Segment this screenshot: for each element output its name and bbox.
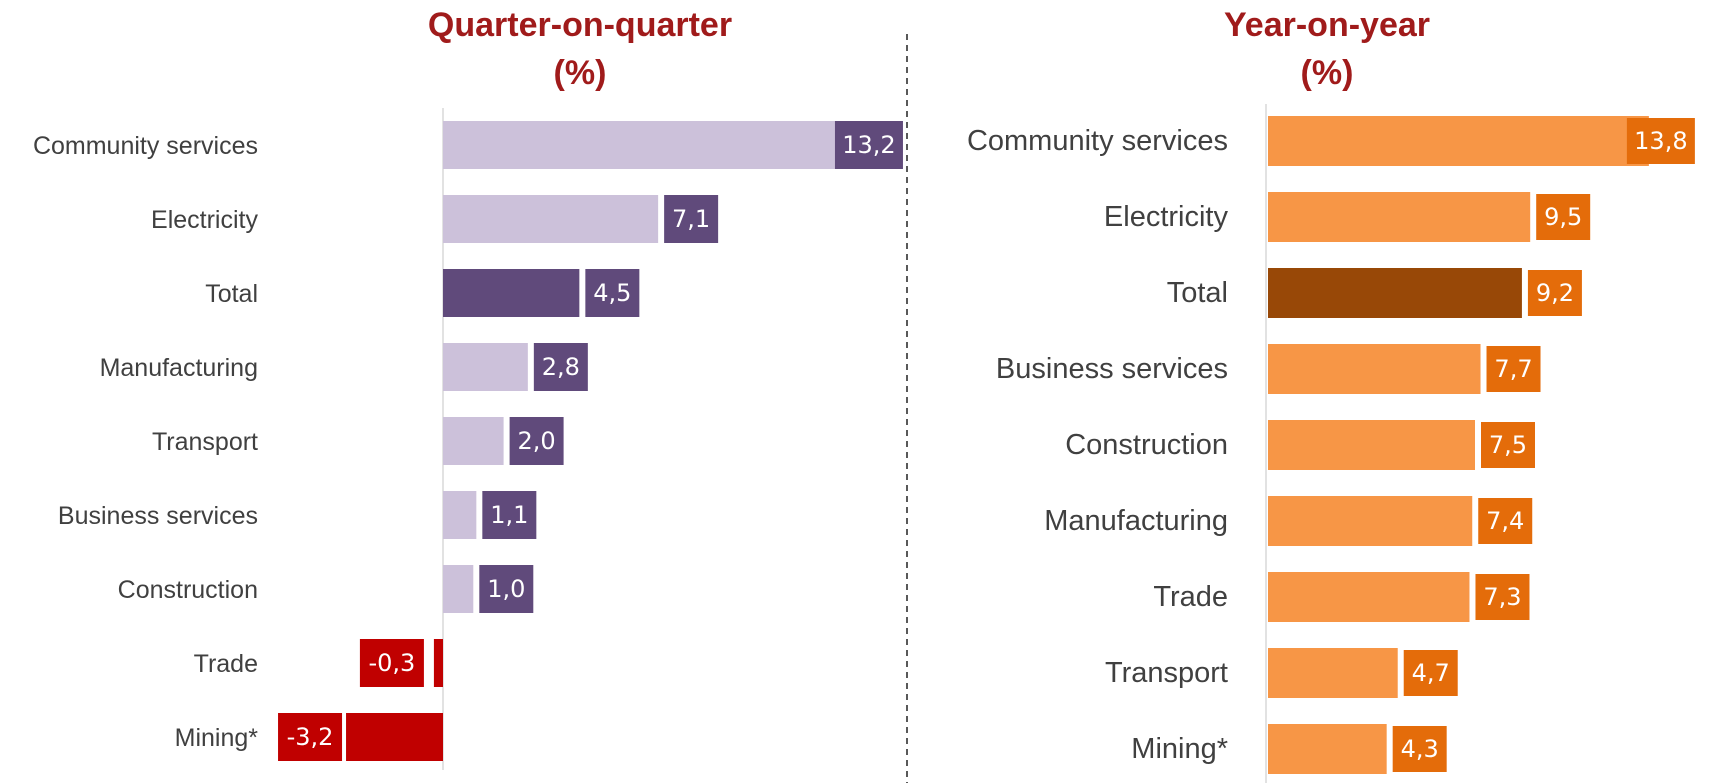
qoq-value-box-construction — [479, 565, 534, 613]
qoq-value-box-community-services — [834, 121, 903, 169]
qoq-value-label-electricity: 7,1 — [672, 205, 710, 233]
qoq-value-label-community-services: 13,2 — [842, 131, 895, 159]
qoq-value-label-construction: 1,0 — [487, 575, 525, 603]
yoy-category-label-total: Total — [1167, 277, 1228, 309]
qoq-value-label-transport: 2,0 — [518, 427, 556, 455]
qoq-category-label-manufacturing: Manufacturing — [100, 354, 258, 382]
qoq-value-box-transport — [509, 417, 564, 465]
qoq-category-label-electricity: Electricity — [151, 206, 258, 234]
yoy-value-box-mining — [1392, 726, 1447, 772]
yoy-value-box-business-services — [1486, 346, 1541, 392]
qoq-bar-total — [443, 269, 580, 317]
yoy-value-label-total: 9,2 — [1536, 279, 1574, 307]
yoy-value-label-business-services: 7,7 — [1494, 355, 1532, 383]
yoy-bar-business-services — [1268, 344, 1481, 394]
qoq-value-label-trade: -0,3 — [368, 649, 415, 677]
yoy-category-label-mining: Mining* — [1131, 733, 1228, 765]
yoy-category-label-construction: Construction — [1065, 429, 1228, 461]
qoq-category-label-total: Total — [205, 280, 258, 308]
qoq-category-label-transport: Transport — [152, 428, 258, 456]
qoq-bar-trade — [433, 639, 443, 687]
qoq-bar-transport — [443, 417, 504, 465]
qoq-title: Quarter-on-quarter — [428, 6, 732, 44]
yoy-value-label-mining: 4,3 — [1401, 735, 1439, 763]
qoq-category-label-construction: Construction — [118, 576, 258, 604]
yoy-value-box-manufacturing — [1478, 498, 1533, 544]
qoq-bar-manufacturing — [443, 343, 528, 391]
yoy-value-box-trade — [1475, 574, 1530, 620]
qoq-category-label-trade: Trade — [194, 650, 258, 678]
yoy-value-label-construction: 7,5 — [1489, 431, 1527, 459]
qoq-value-label-total: 4,5 — [593, 279, 631, 307]
yoy-value-label-electricity: 9,5 — [1544, 203, 1582, 231]
yoy-bar-total — [1268, 268, 1522, 318]
yoy-category-label-manufacturing: Manufacturing — [1044, 505, 1228, 537]
qoq-value-box-manufacturing — [533, 343, 588, 391]
qoq-value-label-manufacturing: 2,8 — [542, 353, 580, 381]
yoy-category-label-electricity: Electricity — [1104, 201, 1229, 233]
qoq-category-label-mining: Mining* — [175, 724, 259, 752]
yoy-subtitle: (%) — [1301, 54, 1354, 92]
yoy-bar-community-services — [1268, 116, 1649, 166]
yoy-value-label-transport: 4,7 — [1412, 659, 1450, 687]
yoy-category-label-trade: Trade — [1153, 581, 1228, 613]
yoy-category-label-transport: Transport — [1105, 657, 1228, 689]
yoy-value-box-construction — [1481, 422, 1535, 468]
qoq-value-box-electricity — [664, 195, 719, 243]
qoq-bar-construction — [443, 565, 474, 613]
qoq-bar-electricity — [443, 195, 659, 243]
yoy-value-label-manufacturing: 7,4 — [1486, 507, 1524, 535]
yoy-category-label-community-services: Community services — [967, 125, 1228, 157]
yoy-bar-transport — [1268, 648, 1398, 698]
qoq-plot: Community services 13,2 Electricity 7,1 Tota… — [33, 121, 903, 761]
qoq-bar-mining — [346, 713, 443, 761]
yoy-value-box-community-services — [1626, 118, 1695, 164]
qoq-category-label-community-services: Community services — [33, 132, 258, 160]
yoy-value-box-transport — [1403, 650, 1458, 696]
yoy-value-box-electricity — [1536, 194, 1591, 240]
yoy-value-box-total — [1527, 270, 1582, 316]
qoq-value-box-mining — [278, 713, 343, 761]
qoq-category-label-business-services: Business services — [58, 502, 258, 530]
qoq-bar-community-services — [443, 121, 843, 169]
qoq-value-box-total — [585, 269, 640, 317]
yoy-bar-mining — [1268, 724, 1387, 774]
yoy-plot: Community services 13,8 Electricity 9,5 Tota… — [967, 116, 1695, 774]
qoq-value-label-mining: -3,2 — [287, 723, 334, 751]
yoy-title: Year-on-year — [1224, 6, 1430, 44]
qoq-value-label-business-services: 1,1 — [490, 501, 528, 529]
yoy-category-label-business-services: Business services — [996, 353, 1228, 385]
yoy-bar-trade — [1268, 572, 1470, 622]
yoy-value-label-community-services: 13,8 — [1634, 127, 1687, 155]
qoq-value-box-trade — [359, 639, 424, 687]
yoy-value-label-trade: 7,3 — [1483, 583, 1521, 611]
yoy-bar-manufacturing — [1268, 496, 1473, 546]
qoq-value-box-business-services — [482, 491, 537, 539]
yoy-bar-construction — [1268, 420, 1475, 470]
qoq-subtitle: (%) — [554, 54, 607, 92]
yoy-bar-electricity — [1268, 192, 1531, 242]
qoq-bar-business-services — [443, 491, 477, 539]
